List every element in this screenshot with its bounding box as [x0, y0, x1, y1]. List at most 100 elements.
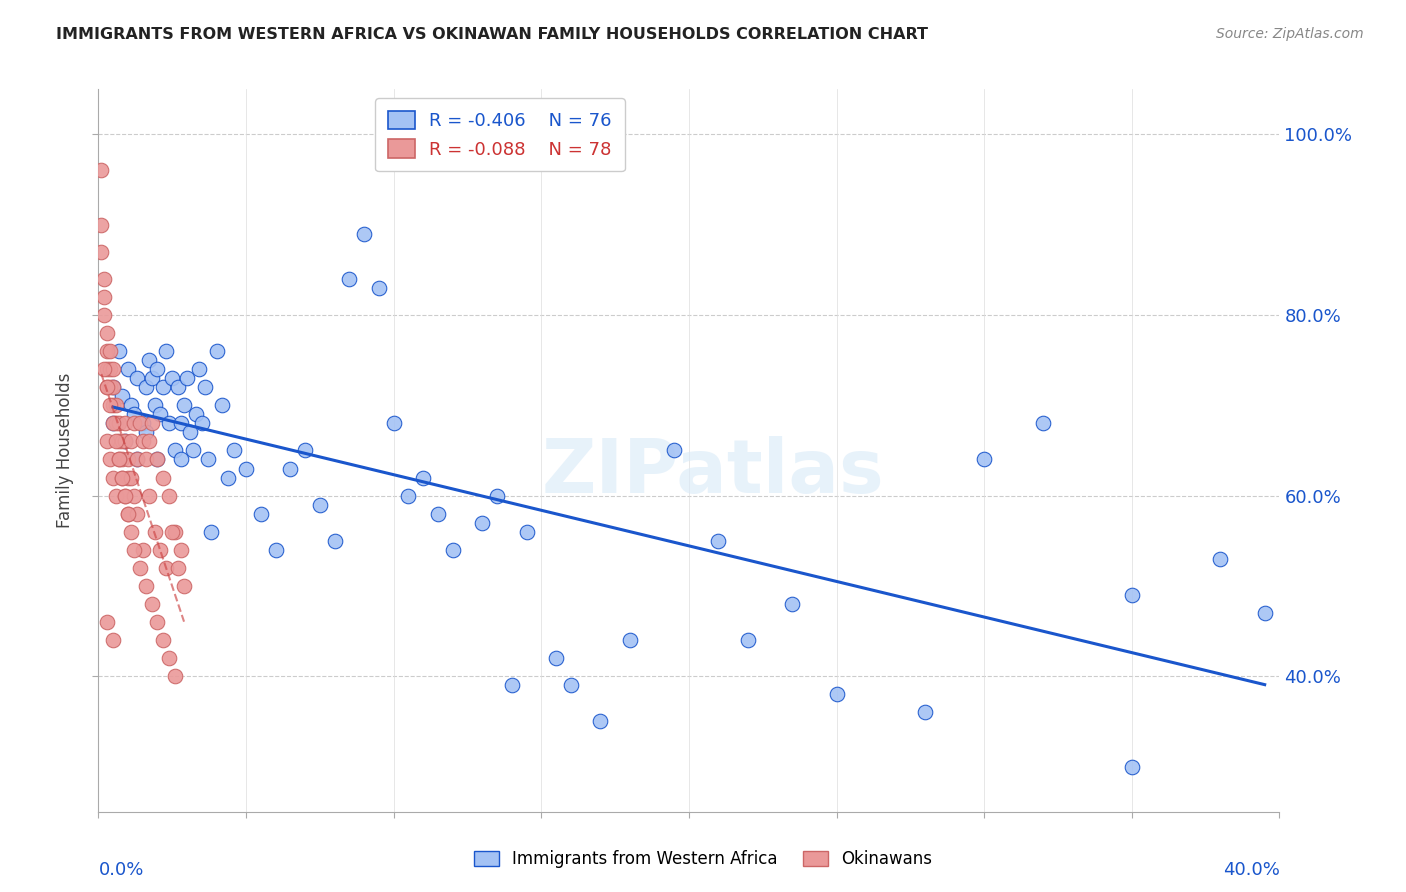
Point: [98, 344, 121, 359]
Point: [108, 417, 131, 431]
Point: [108, 452, 131, 467]
Point: [125, 507, 148, 521]
Y-axis label: Family Households: Family Households: [56, 373, 75, 528]
Point: [707, 533, 730, 548]
Point: [138, 489, 160, 503]
Point: [117, 362, 139, 376]
Point: [309, 498, 332, 512]
Point: [398, 489, 420, 503]
Point: [170, 542, 193, 557]
Point: [117, 507, 139, 521]
Point: [146, 362, 169, 376]
Point: [125, 452, 148, 467]
Point: [250, 507, 273, 521]
Point: [619, 633, 641, 648]
Point: [93, 308, 115, 322]
Point: [200, 524, 222, 539]
Point: [120, 434, 142, 449]
Point: [105, 417, 128, 431]
Point: [194, 380, 217, 394]
Point: [98, 362, 121, 376]
Point: [173, 398, 195, 412]
Point: [117, 470, 139, 484]
Point: [170, 452, 193, 467]
Point: [471, 516, 494, 530]
Point: [111, 470, 134, 484]
Point: [103, 633, 125, 648]
Point: [90, 244, 112, 259]
Point: [1121, 588, 1143, 602]
Point: [90, 218, 112, 232]
Point: [664, 443, 686, 458]
Point: [98, 452, 121, 467]
Point: [105, 398, 128, 412]
Point: [117, 507, 139, 521]
Point: [138, 353, 160, 368]
Point: [560, 678, 582, 692]
Point: [111, 434, 134, 449]
Point: [141, 597, 163, 611]
Point: [191, 417, 214, 431]
Point: [162, 371, 183, 385]
Point: [165, 524, 187, 539]
Point: [103, 470, 125, 484]
Point: [382, 417, 405, 431]
Point: [96, 434, 118, 449]
Point: [152, 633, 174, 648]
Point: [128, 561, 150, 575]
Point: [211, 398, 233, 412]
Point: [162, 524, 183, 539]
Point: [103, 417, 125, 431]
Point: [323, 533, 346, 548]
Point: [187, 362, 209, 376]
Point: [135, 380, 157, 394]
Point: [96, 615, 118, 629]
Point: [217, 470, 239, 484]
Point: [114, 417, 136, 431]
Point: [105, 489, 128, 503]
Point: [114, 489, 136, 503]
Point: [98, 398, 121, 412]
Point: [128, 417, 150, 431]
Point: [973, 452, 995, 467]
Point: [103, 380, 125, 394]
Point: [155, 561, 177, 575]
Point: [103, 398, 125, 412]
Point: [782, 597, 804, 611]
Point: [368, 281, 391, 295]
Text: 0.0%: 0.0%: [98, 862, 143, 880]
Point: [176, 371, 198, 385]
Point: [173, 579, 195, 593]
Point: [737, 633, 759, 648]
Point: [125, 371, 148, 385]
Point: [143, 398, 166, 412]
Point: [353, 227, 375, 241]
Point: [141, 371, 163, 385]
Text: ZIPatlas: ZIPatlas: [541, 435, 884, 508]
Point: [146, 615, 169, 629]
Point: [157, 489, 180, 503]
Point: [93, 272, 115, 286]
Point: [117, 452, 139, 467]
Point: [111, 389, 134, 403]
Point: [143, 524, 166, 539]
Point: [914, 706, 936, 720]
Point: [93, 362, 115, 376]
Point: [96, 326, 118, 340]
Point: [1254, 606, 1277, 620]
Point: [98, 380, 121, 394]
Point: [501, 678, 523, 692]
Point: [441, 542, 464, 557]
Point: [120, 470, 142, 484]
Point: [146, 452, 169, 467]
Point: [111, 452, 134, 467]
Point: [1209, 551, 1232, 566]
Point: [170, 417, 193, 431]
Legend: Immigrants from Western Africa, Okinawans: Immigrants from Western Africa, Okinawan…: [467, 844, 939, 875]
Point: [135, 579, 157, 593]
Point: [184, 407, 207, 422]
Point: [155, 344, 177, 359]
Point: [90, 163, 112, 178]
Text: Source: ZipAtlas.com: Source: ZipAtlas.com: [1216, 27, 1364, 41]
Point: [167, 380, 190, 394]
